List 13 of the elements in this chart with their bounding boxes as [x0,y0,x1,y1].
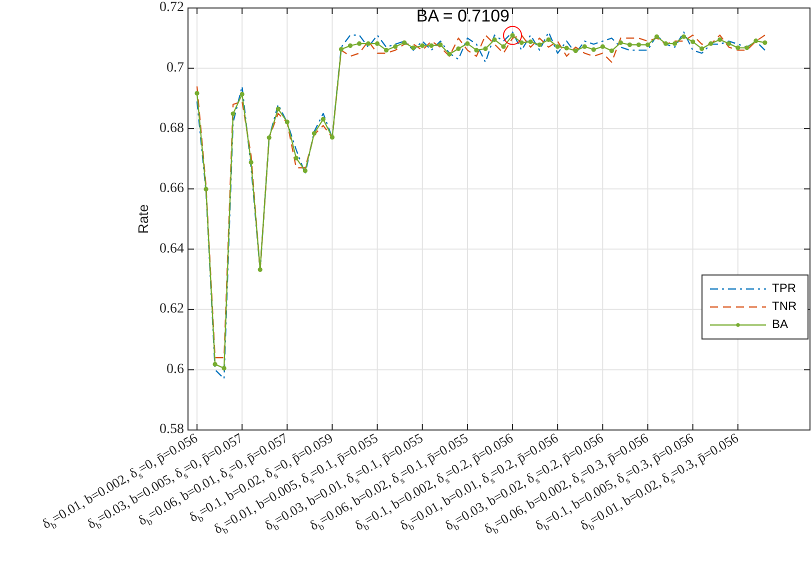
y-tick-label: 0.62 [160,302,184,317]
legend-label: TPR [772,281,796,296]
legend-label: TNR [772,299,797,314]
y-tick-label: 0.58 [160,422,184,438]
annotation: BA = 0.7109 [416,6,510,26]
y-tick-label: 0.66 [160,181,184,196]
legend-label: BA [772,317,788,332]
y-tick-label: 0.64 [160,241,184,256]
y-tick-label: 0.72 [160,0,184,16]
y-tick-label: 0.7 [166,60,184,76]
y-axis-title: Rate [135,204,151,234]
y-tick-label: 0.6 [166,362,184,377]
y-tick-label: 0.68 [160,120,184,136]
